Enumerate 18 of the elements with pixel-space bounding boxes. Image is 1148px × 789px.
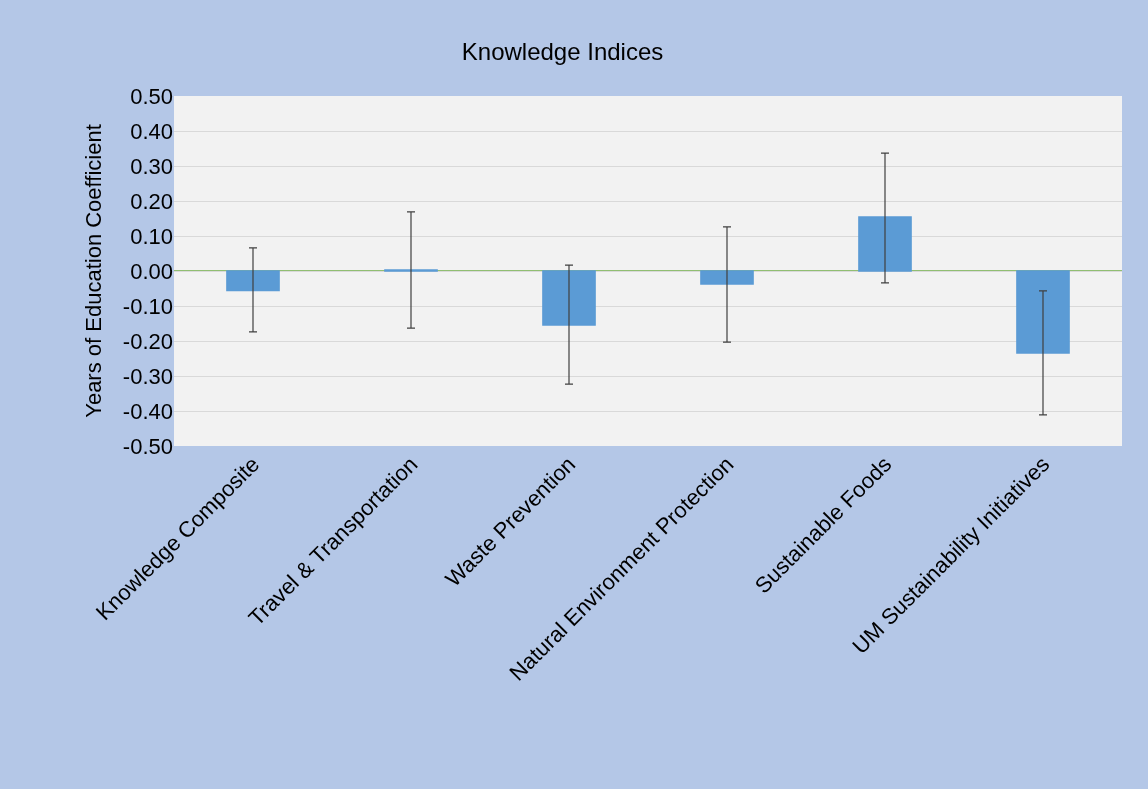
bar (700, 270, 754, 285)
y-tick-label: 0.20 (130, 188, 173, 214)
bar (226, 270, 280, 292)
y-tick-label: -0.20 (122, 328, 173, 354)
bar (1016, 270, 1070, 354)
bar (858, 216, 912, 272)
y-tick-label: -0.50 (122, 433, 173, 459)
y-tick-label: 0.00 (130, 258, 173, 284)
y-tick-label: 0.30 (130, 153, 173, 179)
y-tick-label: 0.40 (130, 118, 173, 144)
y-tick-label: 0.10 (130, 223, 173, 249)
y-tick-label: -0.30 (122, 363, 173, 389)
y-tick-label: -0.10 (122, 293, 173, 319)
y-tick-label: 0.50 (130, 83, 173, 109)
y-axis-title: Years of Education Coefficient (80, 124, 106, 418)
bar (542, 270, 596, 326)
y-tick-label: -0.40 (122, 398, 173, 424)
chart-title: Knowledge Indices (461, 37, 664, 65)
